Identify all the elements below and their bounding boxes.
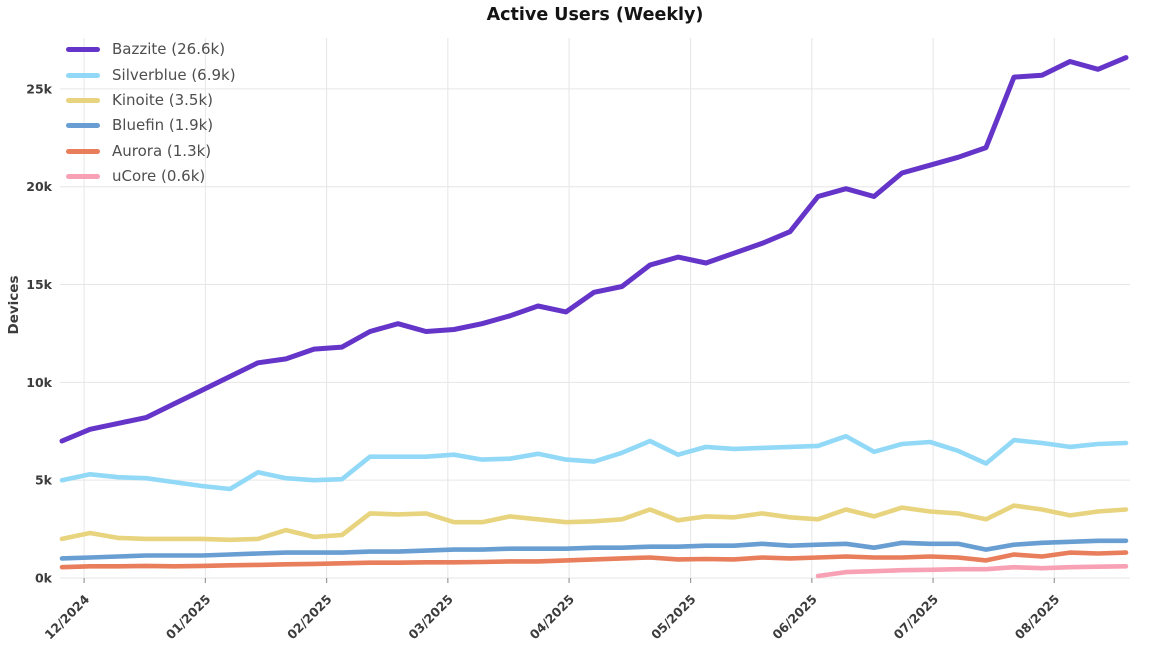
x-tick-label: 08/2025: [1012, 592, 1063, 643]
series-line-bazzite: [59, 55, 1129, 444]
legend-swatch-bazzite: [66, 47, 100, 53]
y-tick-label: 25k: [26, 81, 52, 96]
legend-swatch-aurora: [66, 148, 100, 154]
legend-label: Kinoite (3.5k): [112, 90, 213, 109]
legend-item-aurora[interactable]: Aurora (1.3k): [66, 139, 236, 164]
y-tick-label: 0k: [35, 571, 53, 586]
series-line-aurora: [59, 550, 1129, 570]
legend-label: uCore (0.6k): [112, 167, 206, 186]
series-line-ucore: [815, 564, 1129, 579]
series-line-kinoite: [59, 503, 1129, 543]
legend-swatch-kinoite: [66, 97, 100, 103]
x-tick-label: 12/2024: [41, 591, 92, 642]
legend-swatch-ucore: [66, 174, 100, 180]
legend-swatch-bluefin: [66, 123, 100, 129]
legend-label: Silverblue (6.9k): [112, 65, 236, 84]
series-line-bluefin: [59, 538, 1129, 561]
legend-item-kinoite[interactable]: Kinoite (3.5k): [66, 88, 236, 113]
y-tick-label: 15k: [26, 277, 52, 292]
x-tick-label: 01/2025: [163, 592, 214, 643]
legend-item-ucore[interactable]: uCore (0.6k): [66, 164, 236, 189]
chart-title: Active Users (Weekly): [486, 5, 704, 25]
legend-label: Bazzite (26.6k): [112, 40, 226, 59]
legend-label: Bluefin (1.9k): [112, 116, 214, 135]
x-tick-label: 07/2025: [890, 592, 941, 643]
legend-label: Aurora (1.3k): [112, 141, 212, 160]
legend-item-bazzite[interactable]: Bazzite (26.6k): [66, 37, 236, 62]
chart-legend: Bazzite (26.6k) Silverblue (6.9k) Kinoite …: [66, 37, 236, 189]
y-tick-label: 20k: [26, 179, 52, 194]
series-line-silverblue: [59, 433, 1129, 492]
x-tick-label: 04/2025: [526, 592, 577, 643]
legend-item-silverblue[interactable]: Silverblue (6.9k): [66, 62, 236, 87]
legend-swatch-silverblue: [66, 72, 100, 78]
y-tick-label: 5k: [35, 473, 53, 488]
x-tick-label: 02/2025: [284, 592, 335, 643]
x-tick-label: 03/2025: [405, 592, 456, 643]
legend-item-bluefin[interactable]: Bluefin (1.9k): [66, 113, 236, 138]
x-tick-label: 05/2025: [648, 592, 699, 643]
y-tick-label: 10k: [26, 375, 52, 390]
x-tick-label: 06/2025: [769, 592, 820, 643]
